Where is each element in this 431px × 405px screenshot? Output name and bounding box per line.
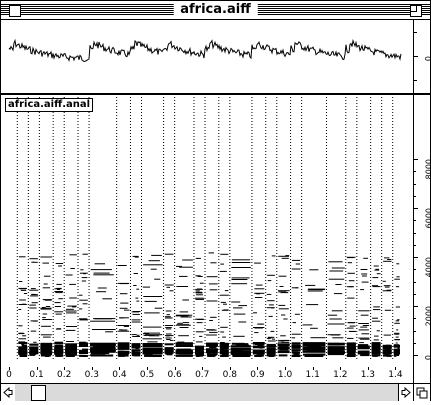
- freq-tick: [414, 159, 418, 160]
- window-title: africa.aiff: [173, 2, 258, 18]
- scroll-track[interactable]: [15, 384, 398, 401]
- freq-minor-tick: [414, 208, 416, 209]
- analysis-file-label: africa.aiff.anal: [5, 98, 94, 112]
- freq-tick-label: 6000: [424, 208, 431, 229]
- scroll-thumb[interactable]: [31, 385, 46, 401]
- close-box-icon[interactable]: [9, 5, 21, 17]
- waveform-zero-label: 0: [424, 56, 431, 61]
- freq-minor-tick: [414, 195, 416, 197]
- time-tick-label: 1.0: [277, 370, 293, 380]
- time-tick: [367, 367, 369, 370]
- time-tick: [174, 367, 176, 370]
- freq-minor-tick: [414, 171, 416, 173]
- freq-minor-tick: [414, 269, 416, 271]
- time-tick: [202, 367, 204, 370]
- freq-minor-tick: [414, 342, 416, 344]
- freq-tick: [414, 306, 418, 307]
- freq-minor-tick: [414, 306, 416, 307]
- horizontal-scrollbar[interactable]: [1, 383, 430, 401]
- time-tick: [340, 367, 342, 370]
- time-tick-label: 0.2: [57, 370, 72, 380]
- time-tick: [64, 367, 66, 370]
- freq-minor-tick: [414, 355, 416, 356]
- freq-minor-tick: [414, 244, 416, 246]
- partial-tracks: [18, 252, 400, 357]
- waveform-amplitude-scale: 0: [413, 20, 431, 93]
- time-tick: [36, 367, 38, 370]
- freq-minor-tick: [414, 257, 416, 258]
- freq-minor-tick: [414, 281, 416, 283]
- right-arrow-icon[interactable]: [398, 384, 413, 401]
- left-arrow-icon[interactable]: [1, 384, 16, 401]
- time-tick-label: 0.5: [139, 370, 155, 380]
- waveform-line: [8, 38, 402, 63]
- freq-minor-tick: [414, 293, 416, 295]
- freq-minor-tick: [414, 220, 416, 222]
- time-tick-label: 1.4: [388, 370, 403, 380]
- freq-tick: [414, 355, 418, 356]
- freq-minor-tick: [414, 183, 416, 185]
- zoom-box-icon[interactable]: [410, 5, 422, 17]
- time-tick-label: 0.1: [29, 370, 44, 380]
- time-tick-label: 0.7: [195, 370, 210, 380]
- freq-tick-label: 2000: [424, 306, 431, 327]
- time-tick: [312, 367, 314, 370]
- time-tick: [395, 367, 397, 370]
- time-tick-label: 0.4: [112, 370, 127, 380]
- freq-minor-tick: [414, 232, 416, 234]
- time-tick-label: 0.3: [84, 370, 99, 380]
- time-axis: 0 0.1 0.2 0.3 0.4 0.5 0.6 0.7 0.8 0.9 1.0 1.1 1.2 1.3…: [1, 367, 413, 383]
- pane-divider[interactable]: [1, 93, 430, 95]
- time-tick-label: 0.6: [167, 370, 182, 380]
- time-tick-label: 0.9: [250, 370, 265, 380]
- frequency-scale: 0 2000 4000 6000 8000: [413, 95, 431, 383]
- spectrogram-pane[interactable]: africa.aiff.anal: [1, 95, 413, 361]
- freq-tick-label: 8000: [424, 159, 431, 180]
- time-tick: [147, 367, 149, 370]
- spectrogram-plot: [16, 97, 400, 359]
- time-tick: [9, 367, 10, 370]
- time-tick-label: 0.8: [222, 370, 238, 380]
- time-tick: [119, 367, 121, 370]
- waveform-plot: [8, 38, 402, 63]
- freq-minor-tick: [414, 318, 416, 320]
- time-tick: [91, 367, 93, 370]
- freq-tick: [414, 257, 418, 258]
- time-tick: [257, 367, 259, 370]
- freq-tick: [414, 208, 418, 209]
- time-tick-label: 1.1: [305, 370, 320, 380]
- freq-minor-tick: [414, 330, 416, 332]
- time-tick: [285, 367, 287, 370]
- time-tick-label: 1.2: [333, 370, 348, 380]
- time-tick-label: 1.3: [360, 370, 376, 380]
- freq-tick-label: 4000: [424, 257, 431, 278]
- time-tick-label: 0: [6, 370, 12, 380]
- size-box-icon[interactable]: [413, 384, 430, 401]
- title-bar[interactable]: africa.aiff: [1, 1, 430, 20]
- waveform-pane[interactable]: [1, 20, 413, 93]
- time-tick: [229, 367, 231, 370]
- freq-tick-label: 0: [424, 355, 431, 360]
